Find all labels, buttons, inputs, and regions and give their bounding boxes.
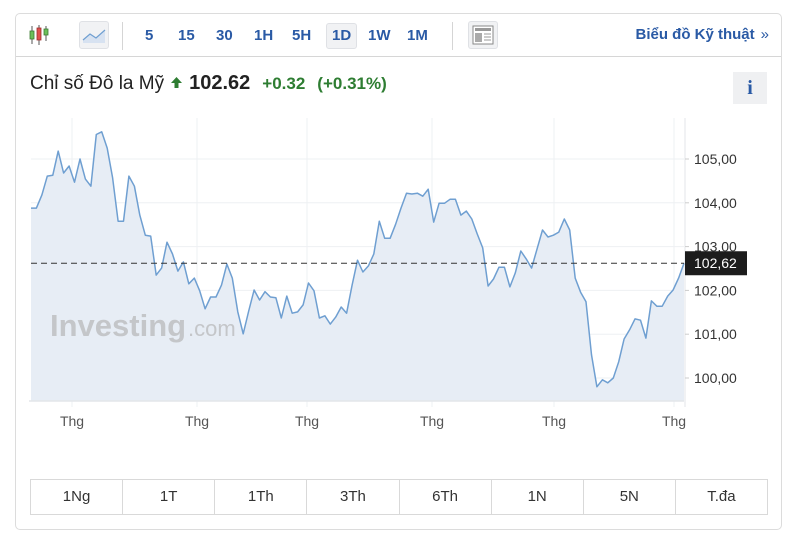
info-button[interactable]: i [733, 72, 767, 104]
interval-5[interactable]: 5 [145, 27, 154, 44]
news-layout-icon [472, 25, 494, 45]
y-tick-label: 101,00 [694, 326, 737, 342]
area-chart-icon [82, 29, 106, 43]
current-price-tag [685, 251, 747, 276]
x-tick-label: Thg [60, 413, 84, 429]
x-tick-label: Thg [295, 413, 319, 429]
price-change: +0.32 [262, 74, 306, 93]
x-tick-label: Thg [420, 413, 444, 429]
toolbar-divider [122, 22, 123, 50]
interval-1m[interactable]: 1M [407, 27, 428, 44]
price-line [31, 131, 685, 388]
interval-1h[interactable]: 1H [254, 27, 274, 44]
current-price-label: 102,62 [694, 255, 737, 271]
news-layout-button[interactable] [468, 21, 498, 49]
y-tick-label: 104,00 [694, 195, 737, 211]
watermark-logo: Investing [50, 308, 186, 343]
technical-chart-label: Biểu đồ Kỹ thuật [635, 26, 755, 43]
range-3-months[interactable]: 3Th [307, 480, 400, 514]
last-price: 102.62 [189, 72, 251, 94]
toolbar-divider [452, 22, 453, 50]
watermark-suffix: .com [188, 316, 236, 341]
range-1-week[interactable]: 1T [123, 480, 216, 514]
price-change-percent: (+0.31%) [317, 74, 387, 93]
range-5-years[interactable]: 5N [583, 480, 676, 514]
x-tick-label: Thg [185, 413, 209, 429]
interval-30[interactable]: 30 [216, 27, 233, 44]
range-max[interactable]: T.đa [675, 480, 767, 514]
candlestick-icon [29, 25, 49, 45]
instrument-header: Chỉ số Đô la Mỹ 102.62 +0.32 (+0.31%) [30, 72, 387, 95]
interval-1w[interactable]: 1W [368, 27, 391, 44]
arrow-up-icon [170, 76, 183, 92]
candlestick-chart-button[interactable] [24, 21, 54, 49]
interval-1d[interactable]: 1D [326, 23, 358, 49]
range-6-months[interactable]: 6Th [399, 480, 492, 514]
interval-15[interactable]: 15 [178, 27, 195, 44]
instrument-name: Chỉ số Đô la Mỹ [30, 73, 165, 94]
range-1-month[interactable]: 1Th [215, 480, 308, 514]
x-tick-label: Thg [662, 413, 686, 429]
area-fill [31, 131, 684, 402]
chart-toolbar: 5 15 30 1H 5H 1D 1W 1M Biểu đồ Kỹ thuật » [16, 14, 781, 57]
y-tick-label: 103,00 [694, 239, 737, 255]
area-chart-button[interactable] [79, 21, 109, 49]
label-mask [686, 405, 746, 435]
x-tick-label: Thg [542, 413, 566, 429]
y-tick-label: 105,00 [694, 151, 737, 167]
interval-5h[interactable]: 5H [292, 27, 312, 44]
range-1-day[interactable]: 1Ng [31, 480, 124, 514]
y-tick-label: 102,00 [694, 282, 737, 298]
double-chevron-right-icon: » [760, 26, 769, 43]
technical-chart-link[interactable]: Biểu đồ Kỹ thuật » [635, 26, 769, 43]
range-1-year[interactable]: 1N [491, 480, 584, 514]
time-range-selector: 1Ng 1T 1Th 3Th 6Th 1N 5N T.đa [30, 479, 768, 515]
y-tick-label: 100,00 [694, 370, 737, 386]
info-icon: i [747, 76, 753, 99]
